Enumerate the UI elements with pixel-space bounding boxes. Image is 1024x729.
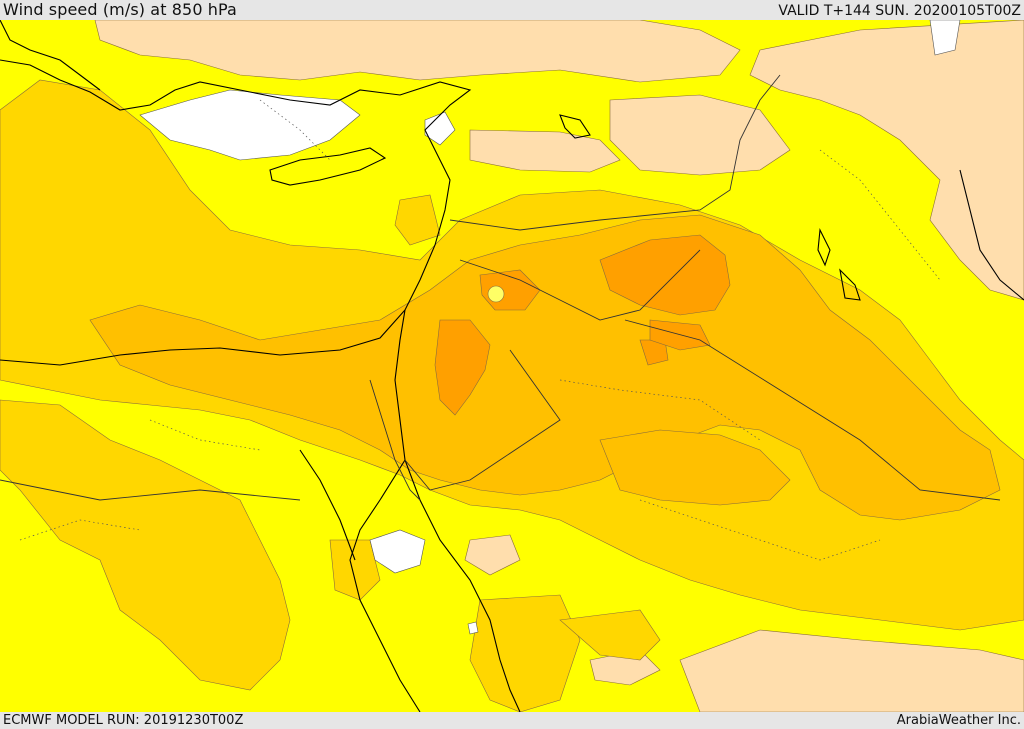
model-run: ECMWF MODEL RUN: 20191230T00Z — [3, 713, 244, 728]
credit: ArabiaWeather Inc. — [896, 713, 1021, 728]
header-bar: Wind speed (m/s) at 850 hPa VALID T+144 … — [0, 0, 1024, 20]
coastlines — [0, 20, 1024, 712]
gust-spot — [487, 285, 505, 303]
strong-wind-regions — [89, 214, 1001, 521]
map-title: Wind speed (m/s) at 850 hPa — [3, 0, 237, 19]
subnational-borders — [19, 99, 941, 561]
wind-speed-map — [0, 20, 1024, 712]
light-wind-regions — [94, 20, 1024, 712]
calm-wind-regions — [139, 20, 961, 635]
political-borders — [0, 74, 1001, 501]
valid-time: VALID T+144 SUN. 20200105T00Z — [778, 3, 1021, 19]
very-strong-wind-regions — [434, 234, 731, 416]
footer-bar: ECMWF MODEL RUN: 20191230T00Z ArabiaWeat… — [0, 712, 1024, 729]
